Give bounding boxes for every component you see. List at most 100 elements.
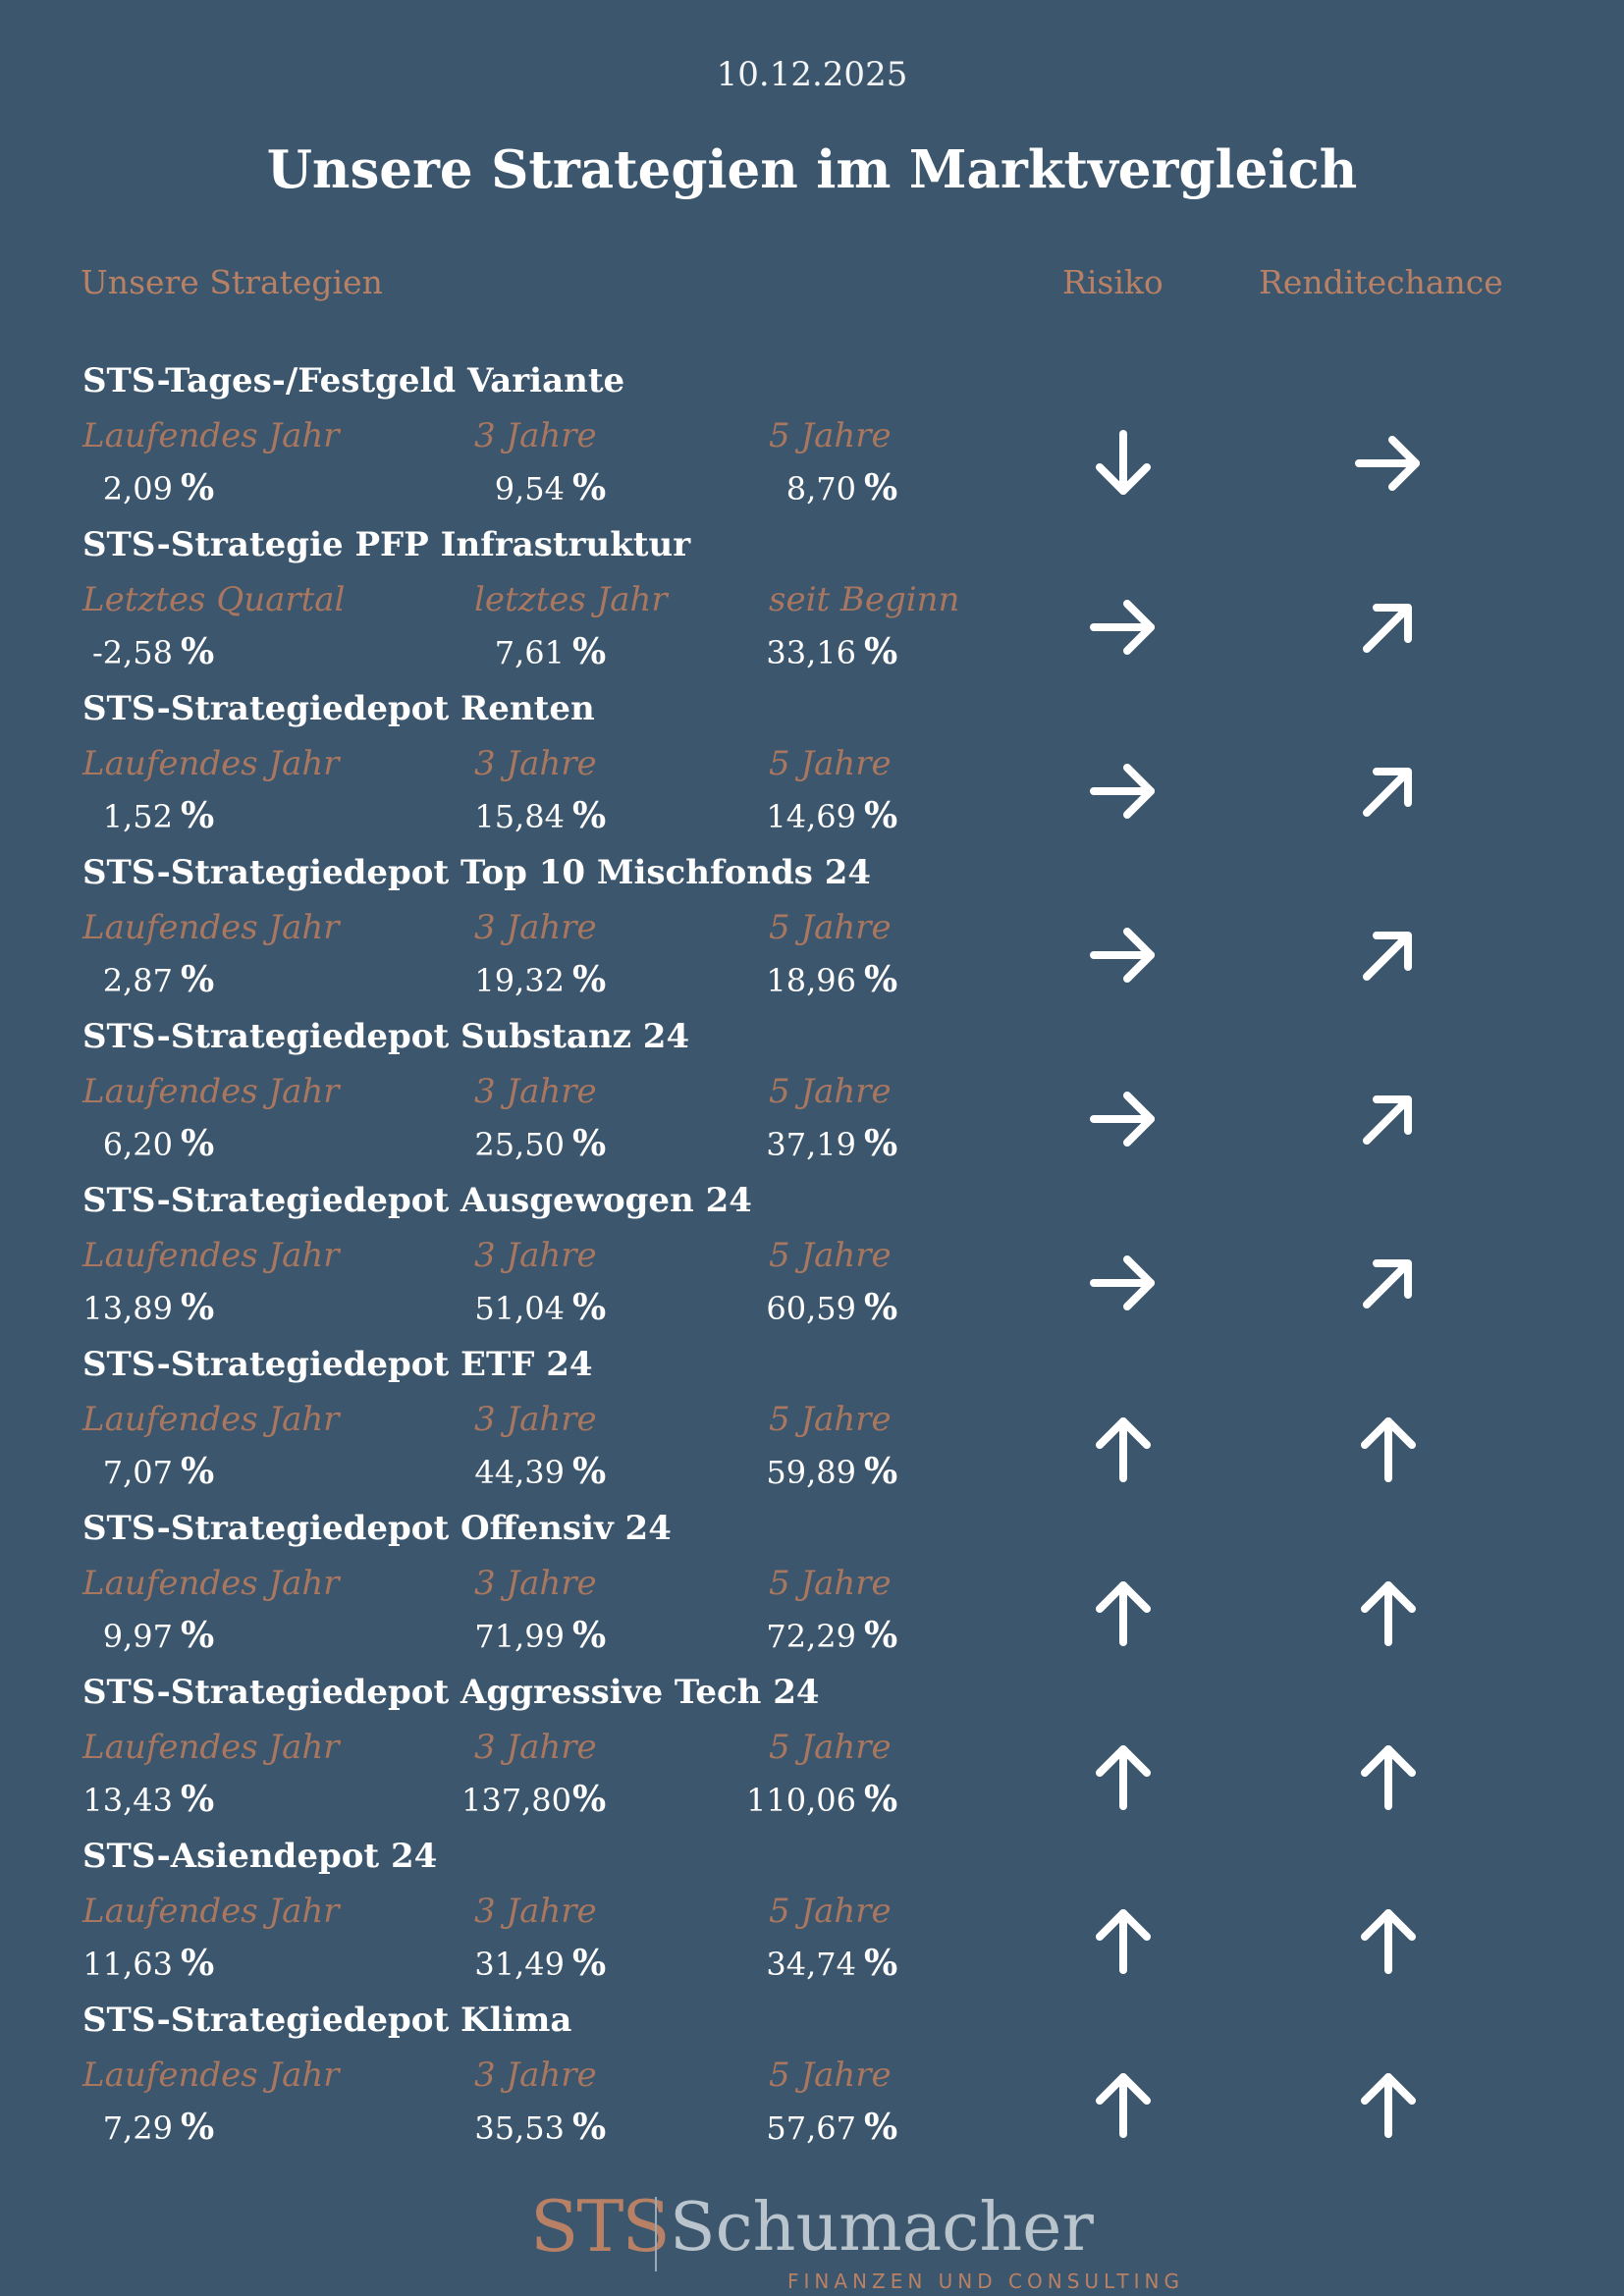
period-value: 59,89% xyxy=(746,1451,1041,1492)
period-value: 1,52% xyxy=(59,795,353,836)
period-label: 3 Jahre xyxy=(474,1236,597,1275)
percent-sign: % xyxy=(181,1287,215,1328)
strategy-row: STS-Strategie PFP Infrastruktur Letztes Q… xyxy=(0,525,1624,690)
strategy-row: STS-Strategiedepot Renten Laufendes Jahr 1… xyxy=(0,689,1624,854)
performance-number: -2,58 xyxy=(91,634,173,671)
strategy-row: STS-Strategiedepot Top 10 Mischfonds 24 L… xyxy=(0,853,1624,1018)
performance-number: 34,74 xyxy=(766,1946,856,1983)
period-label: 3 Jahre xyxy=(474,2056,597,2095)
strategy-name: STS-Asiendepot 24 xyxy=(82,1837,438,1876)
period-label: Laufendes Jahr xyxy=(82,1400,340,1439)
period-value: 15,84% xyxy=(461,795,756,836)
percent-sign: % xyxy=(864,1779,898,1820)
period-label: Laufendes Jahr xyxy=(82,1892,340,1931)
period-value: 51,04% xyxy=(461,1287,756,1328)
strategy-row: STS-Strategiedepot Aggressive Tech 24 Lau… xyxy=(0,1673,1624,1838)
percent-sign: % xyxy=(864,1287,898,1328)
performance-number: 37,19 xyxy=(766,1126,856,1163)
column-header-return-chance: Renditechance xyxy=(1259,263,1503,301)
arrow-right-icon xyxy=(1084,1080,1163,1158)
period-label: 3 Jahre xyxy=(474,1564,597,1603)
period-label: seit Beginn xyxy=(769,580,960,619)
strategy-name: STS-Strategiedepot Renten xyxy=(82,689,595,728)
period-value: 110,06% xyxy=(746,1779,1041,1820)
arrow-up-icon xyxy=(1084,2063,1163,2142)
report-date: 10.12.2025 xyxy=(716,55,908,94)
arrow-up-icon xyxy=(1349,1408,1428,1486)
performance-number: 71,99 xyxy=(474,1618,565,1655)
logo-tagline: FINANZEN UND CONSULTING xyxy=(787,2269,1184,2293)
arrow-up-icon xyxy=(1349,1899,1428,1978)
percent-sign: % xyxy=(572,1287,607,1328)
arrow-right-icon xyxy=(1084,1244,1163,1322)
performance-number: 2,09 xyxy=(102,470,173,507)
period-value: 44,39% xyxy=(461,1451,756,1492)
period-label: 5 Jahre xyxy=(769,1728,892,1767)
period-value: -2,58% xyxy=(59,631,353,672)
strategy-name: STS-Tages-/Festgeld Variante xyxy=(82,361,625,400)
percent-sign: % xyxy=(864,1943,898,1984)
period-label: Laufendes Jahr xyxy=(82,416,340,455)
period-label: 3 Jahre xyxy=(474,1728,597,1767)
performance-number: 13,89 xyxy=(82,1290,173,1327)
performance-number: 25,50 xyxy=(474,1126,565,1163)
arrow-up-icon xyxy=(1349,2063,1428,2142)
performance-number: 51,04 xyxy=(474,1290,565,1327)
percent-sign: % xyxy=(864,467,898,508)
percent-sign: % xyxy=(181,1943,215,1984)
performance-number: 7,07 xyxy=(102,1454,173,1491)
strategy-row: STS-Tages-/Festgeld Variante Laufendes Ja… xyxy=(0,361,1624,526)
period-value: 7,29% xyxy=(59,2107,353,2148)
period-label: 3 Jahre xyxy=(474,744,597,783)
percent-sign: % xyxy=(572,1123,607,1164)
period-value: 72,29% xyxy=(746,1615,1041,1656)
percent-sign: % xyxy=(181,631,215,672)
period-label: 3 Jahre xyxy=(474,1892,597,1931)
period-value: 11,63% xyxy=(59,1943,353,1984)
arrow-up-right-icon xyxy=(1349,752,1428,830)
strategy-row: STS-Asiendepot 24 Laufendes Jahr 11,63% 3 J… xyxy=(0,1837,1624,2002)
percent-sign: % xyxy=(572,2107,607,2148)
period-value: 13,89% xyxy=(59,1287,353,1328)
strategy-name: STS-Strategiedepot Aggressive Tech 24 xyxy=(82,1673,820,1712)
period-label: Laufendes Jahr xyxy=(82,1072,340,1111)
arrow-up-right-icon xyxy=(1349,1244,1428,1322)
period-value: 57,67% xyxy=(746,2107,1041,2148)
strategy-name: STS-Strategie PFP Infrastruktur xyxy=(82,525,691,564)
strategy-row: STS-Strategiedepot Substanz 24 Laufendes … xyxy=(0,1017,1624,1182)
period-value: 35,53% xyxy=(461,2107,756,2148)
percent-sign: % xyxy=(572,1451,607,1492)
arrow-right-icon xyxy=(1084,752,1163,830)
percent-sign: % xyxy=(864,1615,898,1656)
period-label: Letztes Quartal xyxy=(82,580,346,619)
period-value: 18,96% xyxy=(746,959,1041,1000)
period-label: 3 Jahre xyxy=(474,908,597,947)
period-value: 8,70% xyxy=(746,467,1041,508)
performance-number: 15,84 xyxy=(474,798,565,835)
page-title: Unsere Strategien im Marktvergleich xyxy=(266,139,1358,200)
performance-number: 19,32 xyxy=(474,962,565,999)
period-value: 2,09% xyxy=(59,467,353,508)
percent-sign: % xyxy=(864,959,898,1000)
period-label: Laufendes Jahr xyxy=(82,908,340,947)
performance-number: 72,29 xyxy=(766,1618,856,1655)
period-value: 13,43% xyxy=(59,1779,353,1820)
period-label: 5 Jahre xyxy=(769,1236,892,1275)
period-value: 2,87% xyxy=(59,959,353,1000)
period-value: 7,07% xyxy=(59,1451,353,1492)
percent-sign: % xyxy=(181,1615,215,1656)
performance-number: 18,96 xyxy=(766,962,856,999)
performance-number: 14,69 xyxy=(766,798,856,835)
performance-number: 1,52 xyxy=(102,798,173,835)
logo-divider xyxy=(655,2197,657,2271)
performance-number: 11,63 xyxy=(82,1946,173,1983)
percent-sign: % xyxy=(572,959,607,1000)
period-value: 9,97% xyxy=(59,1615,353,1656)
performance-number: 57,67 xyxy=(766,2109,856,2147)
period-label: Laufendes Jahr xyxy=(82,1236,340,1275)
strategy-name: STS-Strategiedepot ETF 24 xyxy=(82,1345,593,1384)
period-label: 3 Jahre xyxy=(474,1072,597,1111)
percent-sign: % xyxy=(181,1451,215,1492)
period-value: 71,99% xyxy=(461,1615,756,1656)
period-value: 19,32% xyxy=(461,959,756,1000)
